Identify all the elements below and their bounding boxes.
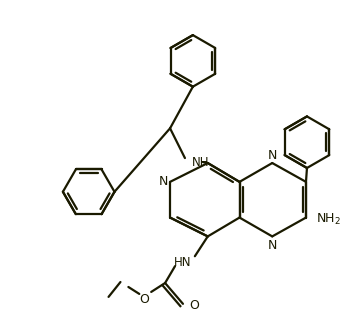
Text: HN: HN	[174, 256, 192, 269]
Text: N: N	[268, 239, 277, 252]
Text: O: O	[139, 293, 149, 306]
Text: N: N	[268, 149, 277, 162]
Text: N: N	[159, 175, 168, 188]
Text: O: O	[189, 299, 199, 312]
Text: NH: NH	[192, 155, 209, 169]
Text: NH$_2$: NH$_2$	[316, 212, 341, 227]
